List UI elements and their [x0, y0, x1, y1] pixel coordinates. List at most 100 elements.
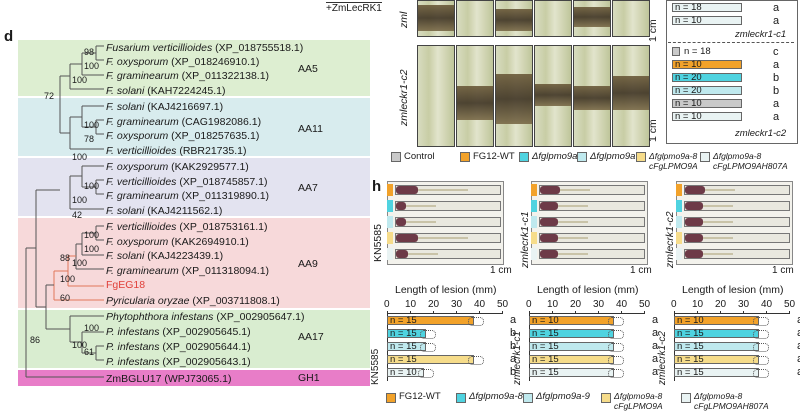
top-c2-note: zmleckr1-c2	[735, 128, 787, 139]
legend-top-label: Δfglpmo9a-8 cFgLPMO9AH807A	[713, 151, 788, 171]
top-c2-bar	[672, 99, 742, 108]
top-c2-n: n = 20	[675, 85, 702, 96]
lesion-leaf	[684, 249, 790, 259]
top-c2-bar	[672, 47, 680, 56]
lesion-color-strip	[387, 232, 393, 244]
lesion-spread	[703, 253, 733, 255]
taxon-label: F. oxysporum (KAK2929577.1)	[106, 161, 249, 173]
lesion-color-strip	[387, 200, 393, 212]
band-aa11	[18, 98, 370, 156]
axis-tick-label: 20	[715, 299, 727, 310]
lesion-bar	[529, 329, 615, 338]
axis-tick-mark	[766, 311, 767, 314]
lesion-color-strip	[676, 232, 682, 244]
band-gh1	[18, 370, 370, 386]
axis-tick-mark	[697, 311, 698, 314]
axis-tick-label: 40	[761, 299, 773, 310]
lesion-leaf	[684, 233, 790, 243]
top-divider	[668, 42, 794, 43]
taxon-label: F. solani (KAJ4211562.1)	[106, 205, 222, 217]
taxon-accession: (XP_018755518.1)	[212, 42, 304, 54]
taxon-accession: (KAK2694910.1)	[168, 236, 249, 248]
lesion-bar-sig: a	[652, 340, 659, 352]
lesion-bar-sig: a	[652, 366, 659, 378]
bootstrap-value: 100	[84, 120, 100, 130]
lesion-leaf	[539, 249, 645, 259]
axis-title-1: Length of lesion (mm)	[395, 284, 497, 296]
legend-bottom-label: Δfglpmo9a-8	[469, 391, 523, 402]
bootstrap-value: 100	[84, 61, 100, 71]
lesion-bar-sig: a	[797, 366, 800, 378]
taxon-species: F. oxysporum	[106, 236, 169, 248]
leaf-c2-6	[612, 45, 650, 147]
top-c1-note: zmleckr1-c1	[735, 29, 787, 40]
top-c2-n: n = 18	[684, 46, 711, 57]
axis-title-2: Length of lesion (mm)	[537, 284, 639, 296]
lesion-color-strip	[676, 184, 682, 196]
lesion-bar-dots	[468, 356, 485, 365]
lesion-bar-sig: a	[797, 327, 800, 339]
lesion-leaf	[395, 233, 501, 243]
lesion-leaf	[684, 185, 790, 195]
lesion-leaf	[684, 217, 790, 227]
lesion-spot	[685, 234, 703, 242]
lesion-color-strip	[676, 200, 682, 212]
taxon-accession: (XP_018257635.1)	[168, 130, 260, 142]
lesion-bar-dots	[608, 356, 625, 365]
bootstrap-value: 100	[60, 274, 76, 284]
lesion-spread	[703, 221, 733, 223]
lesion-bar-sig: a	[797, 314, 800, 326]
taxon-label: Phytophthora infestans (XP_002905647.1)	[106, 311, 304, 323]
lesion-spot	[396, 250, 408, 258]
lesion-bar-dots	[420, 343, 437, 352]
lesion-spot	[540, 202, 558, 210]
leaf-c2-1	[417, 45, 455, 147]
band-aa17	[18, 310, 370, 368]
taxon-accession: (XP_018753161.1)	[176, 221, 268, 233]
top-c2-n: n = 10	[675, 98, 702, 109]
lesion-spread	[560, 189, 590, 191]
leaf-c1-6	[612, 0, 650, 37]
leaf-c1-1	[417, 0, 455, 37]
leaf-c1-3	[495, 0, 533, 37]
cultivar-img-label-1: KN5585	[372, 224, 384, 262]
lesion-bar-sig: b	[510, 327, 517, 339]
taxon-species: F. verticillioides	[106, 176, 177, 188]
taxon-accession: (XP_018246910.1)	[168, 56, 260, 68]
taxon-accession: (XP_002905643.1)	[159, 356, 251, 368]
lesion-color-strip	[531, 200, 537, 212]
taxon-label: Fusarium verticillioides (XP_018755518.1…	[106, 42, 303, 54]
lesion-spread	[705, 189, 735, 191]
lesion-spot	[685, 218, 703, 226]
axis-tick-label: 50	[784, 299, 796, 310]
top-c2-sig: a	[773, 111, 780, 123]
axis-tick-label: 10	[547, 299, 559, 310]
cultivar-img-label-3: zmlecrk1-c2	[664, 211, 676, 268]
lesion-color-strip	[387, 248, 393, 260]
axis-tick-label: 10	[692, 299, 704, 310]
legend-top-swatch	[700, 152, 710, 162]
lesion-spot	[685, 250, 703, 258]
lesion-color-strip	[676, 216, 682, 228]
lesion-bar	[529, 355, 615, 364]
lesion-leaf	[539, 233, 645, 243]
lesion-bar-dots	[468, 317, 485, 326]
taxon-species: F. solani	[106, 250, 145, 262]
lesion-bar-n: n = 15	[677, 341, 704, 352]
lesion-bar	[387, 368, 424, 377]
taxon-species: F. oxysporum	[106, 130, 169, 142]
lesion-bar-dots	[753, 330, 770, 339]
lesion-color-strip	[387, 216, 393, 228]
axis-tick-label: 30	[451, 299, 463, 310]
lesion-spot	[396, 218, 406, 226]
axis-tick-mark	[502, 311, 503, 314]
legend-top-swatch	[577, 152, 587, 162]
taxon-accession: (XP_011318094.1)	[178, 265, 270, 277]
panel-h-label: h	[372, 178, 382, 195]
axis-tick-mark	[387, 311, 388, 314]
bootstrap-value: 100	[84, 244, 100, 254]
lesion-bar-sig: a	[797, 340, 800, 352]
lesion-bar-dots	[753, 317, 770, 326]
taxon-species: F. verticillioides	[106, 145, 177, 157]
legend-top-label: Δfglpmo9a-8	[532, 151, 586, 162]
